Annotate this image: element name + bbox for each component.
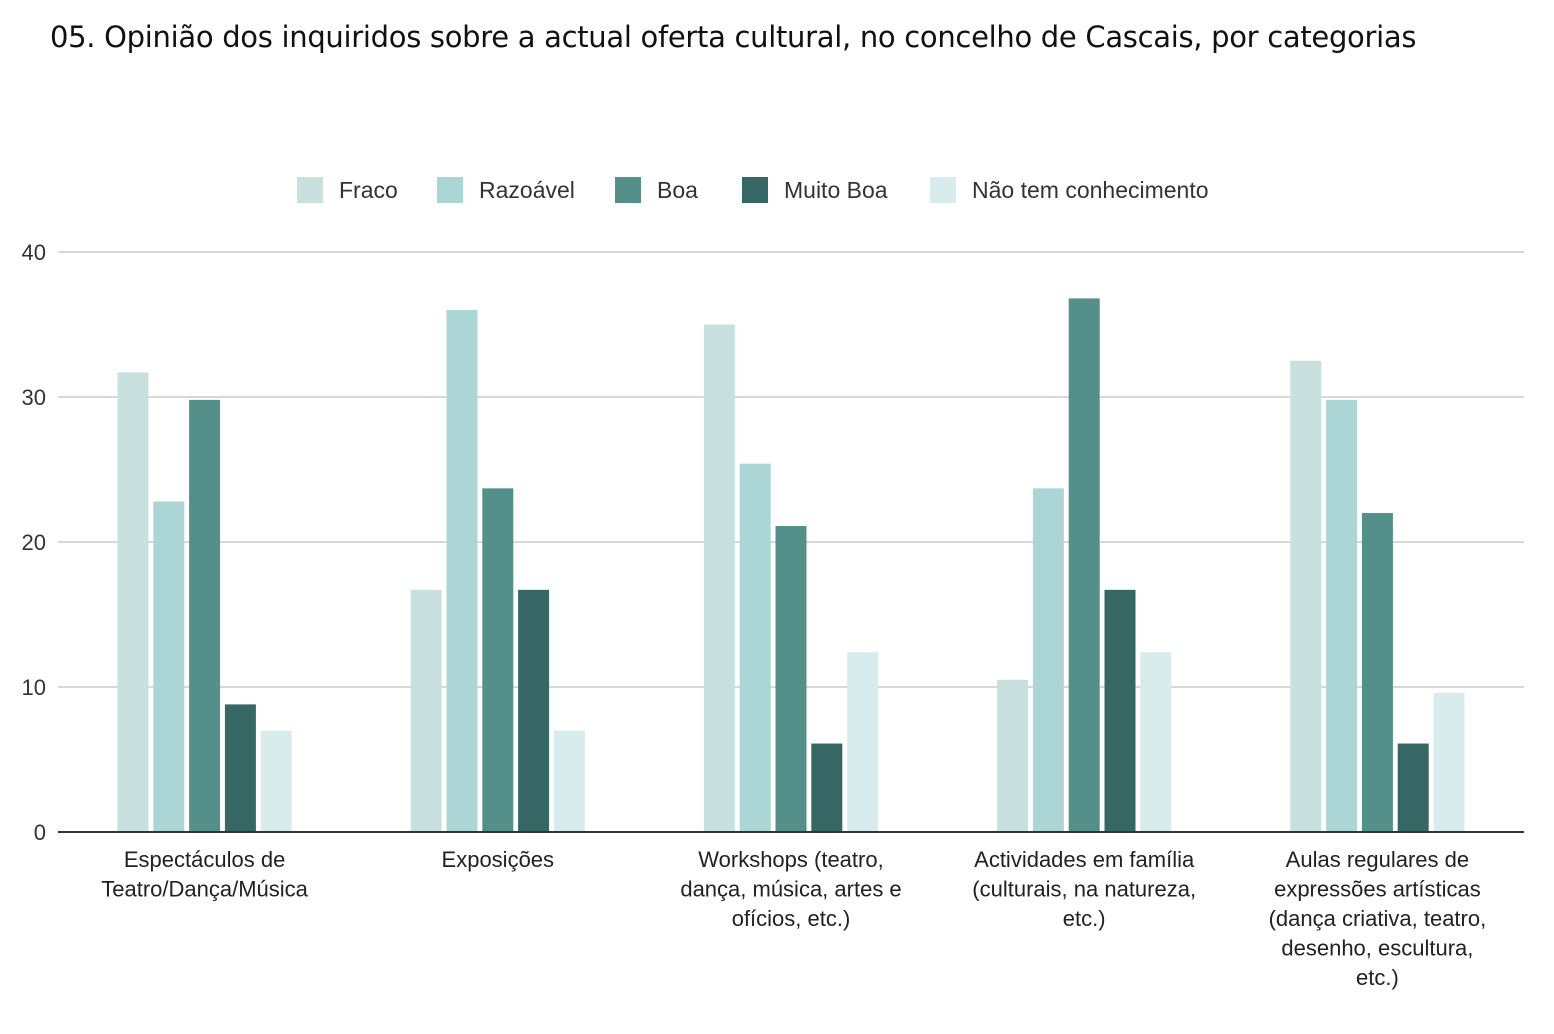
legend-swatch: [437, 177, 463, 203]
bar-muito-boa-4: [1397, 743, 1429, 832]
bar-n-o-tem-conhecimento-2: [847, 652, 879, 832]
chart-title: 05. Opinião dos inquiridos sobre a actua…: [50, 20, 1417, 54]
bar-n-o-tem-conhecimento-0: [260, 730, 292, 832]
bar-n-o-tem-conhecimento-1: [553, 730, 585, 832]
legend-swatch: [615, 177, 641, 203]
category-label: etc.): [1063, 906, 1106, 931]
legend: Fraco Razoável Boa Muito Boa Não tem conheci…: [297, 177, 1209, 203]
category-label: dança, música, artes e: [680, 877, 901, 902]
bar-boa-4: [1361, 513, 1393, 832]
category-label: ofícios, etc.): [732, 906, 851, 931]
y-tick-label: 10: [22, 675, 46, 700]
bar-n-o-tem-conhecimento-3: [1140, 652, 1172, 832]
category-label: expressões artísticas: [1274, 877, 1481, 902]
y-tick-label: 20: [22, 530, 46, 555]
bar-muito-boa-0: [224, 704, 256, 832]
category-label: Exposições: [442, 847, 555, 872]
category-label: Espectáculos de: [124, 847, 285, 872]
legend-swatch: [742, 177, 768, 203]
bar-fraco-3: [997, 679, 1029, 832]
bar-razo-vel-4: [1326, 399, 1358, 832]
y-tick-label: 30: [22, 385, 46, 410]
bar-boa-3: [1068, 298, 1100, 832]
bar-fraco-0: [117, 372, 149, 832]
y-axis-ticks: 0 10 20 30 40: [22, 240, 46, 845]
category-label: Aulas regulares de: [1286, 847, 1469, 872]
bar-fraco-2: [703, 324, 735, 832]
bar-razo-vel-3: [1032, 488, 1064, 832]
bar-fraco-4: [1290, 360, 1322, 832]
bar-boa-0: [189, 399, 221, 832]
bar-n-o-tem-conhecimento-4: [1433, 692, 1465, 832]
category-label: (culturais, na natureza,: [972, 877, 1196, 902]
category-label: Teatro/Dança/Música: [101, 877, 308, 902]
legend-label: Não tem conhecimento: [972, 177, 1209, 203]
category-label: Actividades em família: [974, 847, 1195, 872]
legend-label: Boa: [657, 177, 698, 203]
bar-razo-vel-2: [739, 463, 771, 832]
bar-razo-vel-0: [153, 501, 185, 832]
category-label: etc.): [1356, 965, 1399, 990]
legend-label: Fraco: [339, 177, 398, 203]
category-label: (dança criativa, teatro,: [1269, 906, 1487, 931]
bar-muito-boa-1: [518, 589, 550, 832]
category-labels: Espectáculos de Teatro/Dança/Música Exposi…: [101, 847, 1486, 990]
legend-label: Muito Boa: [784, 177, 888, 203]
bar-muito-boa-2: [811, 743, 843, 832]
bar-razo-vel-1: [446, 310, 478, 832]
legend-label: Razoável: [479, 177, 575, 203]
legend-swatch: [930, 177, 956, 203]
bar-boa-2: [775, 526, 807, 832]
bar-fraco-1: [410, 589, 442, 832]
bars: [117, 298, 1465, 832]
category-label: Workshops (teatro,: [698, 847, 883, 872]
bar-boa-1: [482, 488, 514, 832]
y-tick-label: 0: [34, 820, 46, 845]
legend-swatch: [297, 177, 323, 203]
y-tick-label: 40: [22, 240, 46, 265]
category-label: desenho, escultura,: [1281, 936, 1473, 961]
bar-muito-boa-3: [1104, 589, 1136, 832]
